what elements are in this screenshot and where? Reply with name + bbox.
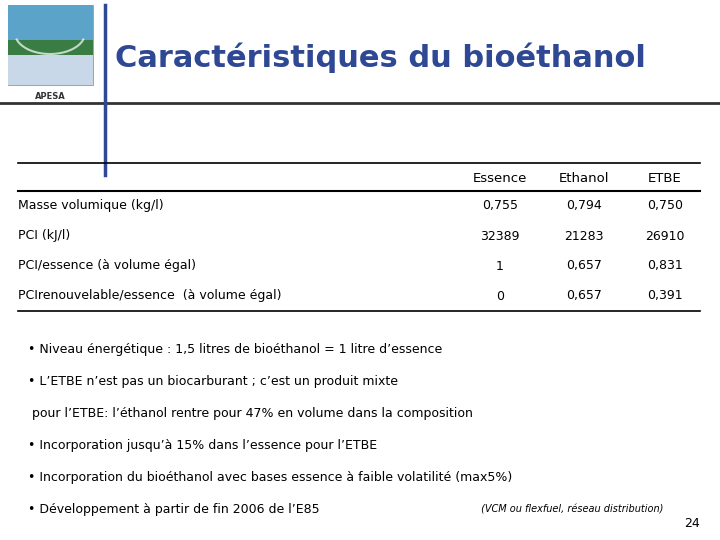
Text: 0,657: 0,657 [566,289,602,302]
Text: 26910: 26910 [645,230,685,242]
Text: 0: 0 [496,289,504,302]
Bar [8,40,93,60]
Text: (VCM ou flexfuel, réseau distribution): (VCM ou flexfuel, réseau distribution) [478,504,663,514]
Text: Masse volumique (kg/l): Masse volumique (kg/l) [18,199,163,213]
Text: Caractéristiques du bioéthanol: Caractéristiques du bioéthanol [115,43,646,73]
Text: 0,750: 0,750 [647,199,683,213]
Text: • Développement à partir de fin 2006 de l’E85: • Développement à partir de fin 2006 de … [28,503,320,516]
Text: • Incorporation du bioéthanol avec bases essence à faible volatilité (max5%): • Incorporation du bioéthanol avec bases… [28,470,512,483]
Text: APESA: APESA [35,92,66,101]
Text: 0,831: 0,831 [647,260,683,273]
Text: Ethanol: Ethanol [559,172,609,185]
Text: 0,755: 0,755 [482,199,518,213]
Bar [8,55,93,85]
Text: PCI (kJ/l): PCI (kJ/l) [18,230,71,242]
Text: 0,794: 0,794 [566,199,602,213]
Text: 1: 1 [496,260,504,273]
Text: 32389: 32389 [480,230,520,242]
Text: 21283: 21283 [564,230,604,242]
Text: 0,657: 0,657 [566,260,602,273]
Bar [8,5,93,85]
Text: Essence: Essence [473,172,527,185]
Text: ETBE: ETBE [648,172,682,185]
Text: PCIrenouvelable/essence  (à volume égal): PCIrenouvelable/essence (à volume égal) [18,289,282,302]
Text: • Incorporation jusqu’à 15% dans l’essence pour l’ETBE: • Incorporation jusqu’à 15% dans l’essen… [28,438,377,451]
Text: 24: 24 [684,517,700,530]
Bar [8,5,93,60]
Text: 0,391: 0,391 [647,289,683,302]
Text: • Niveau énergétique : 1,5 litres de bioéthanol = 1 litre d’essence: • Niveau énergétique : 1,5 litres de bio… [28,342,442,355]
Text: pour l’ETBE: l’éthanol rentre pour 47% en volume dans la composition: pour l’ETBE: l’éthanol rentre pour 47% e… [28,407,473,420]
Text: • L’ETBE n’est pas un biocarburant ; c’est un produit mixte: • L’ETBE n’est pas un biocarburant ; c’e… [28,375,398,388]
Text: PCI/essence (à volume égal): PCI/essence (à volume égal) [18,260,196,273]
